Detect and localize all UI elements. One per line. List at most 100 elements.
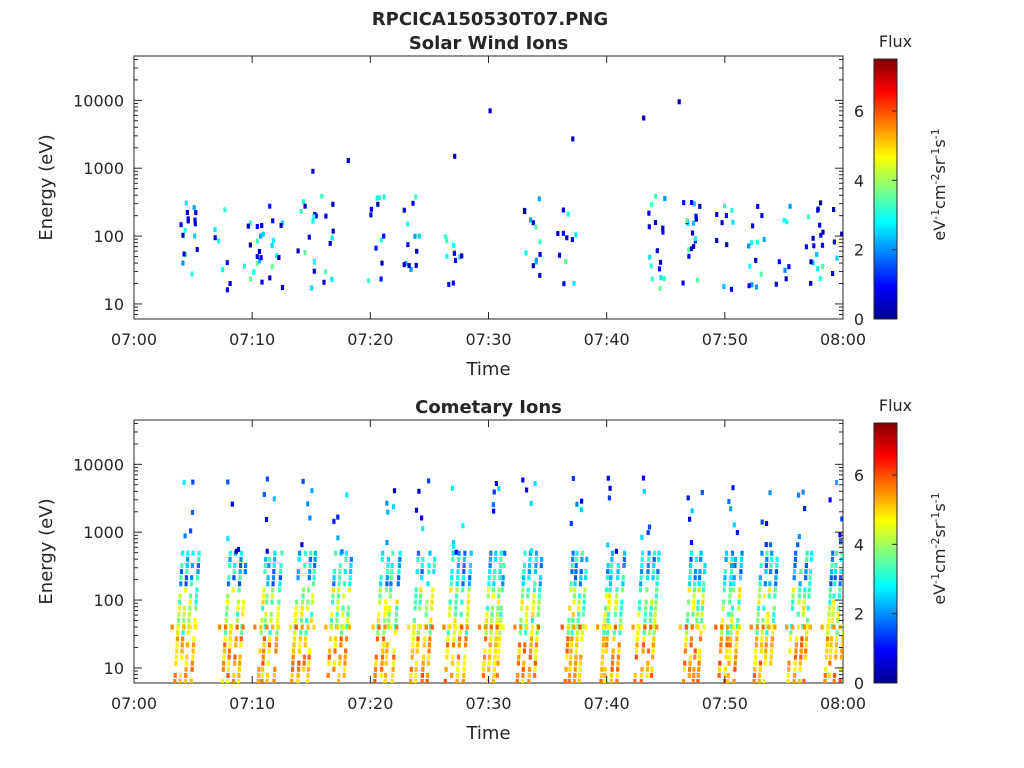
flux-cell	[391, 550, 395, 556]
flux-cell	[656, 569, 660, 575]
flux-cell	[750, 282, 754, 288]
flux-cell	[338, 569, 342, 575]
flux-cell	[573, 587, 577, 593]
flux-cell	[223, 630, 228, 636]
flux-cell	[606, 569, 610, 575]
flux-cell	[740, 556, 744, 562]
flux-cell	[304, 636, 308, 642]
flux-cell	[385, 575, 389, 581]
flux-cell	[519, 617, 523, 623]
flux-cell	[570, 563, 574, 568]
flux-cell	[686, 611, 690, 617]
flux-cell	[699, 556, 703, 562]
flux-cell	[697, 581, 701, 587]
flux-cell	[262, 636, 266, 642]
flux-cell	[481, 672, 485, 678]
flux-cell	[698, 203, 702, 209]
flux-cell	[462, 672, 466, 678]
flux-cell	[765, 630, 769, 636]
flux-cell	[225, 599, 229, 605]
flux-cell	[409, 266, 413, 272]
flux-cell	[416, 636, 420, 642]
flux-cell	[602, 630, 606, 636]
flux-cell	[234, 642, 238, 648]
flux-cell	[426, 581, 430, 587]
flux-cell	[696, 624, 700, 630]
flux-cell	[610, 556, 614, 562]
flux-cell	[696, 599, 700, 605]
colorbar	[873, 422, 898, 684]
flux-cell	[266, 575, 270, 581]
flux-cell	[389, 624, 393, 630]
flux-cell	[737, 593, 741, 599]
flux-cell	[758, 660, 762, 666]
flux-cell	[409, 672, 413, 678]
flux-cell	[840, 550, 843, 556]
flux-cell	[222, 648, 226, 654]
flux-cell	[823, 679, 827, 683]
flux-cell	[735, 630, 739, 636]
flux-cell	[838, 581, 842, 587]
flux-cell	[534, 257, 538, 263]
flux-cell	[533, 660, 537, 666]
flux-cell	[188, 624, 192, 630]
flux-cell	[402, 262, 406, 268]
flux-cell	[488, 556, 492, 562]
flux-cell	[575, 501, 579, 507]
flux-cell	[498, 575, 502, 581]
flux-cell	[829, 648, 833, 654]
flux-cell	[560, 624, 564, 630]
flux-cell	[582, 599, 586, 605]
flux-cell	[603, 672, 607, 678]
flux-cell	[188, 593, 193, 599]
flux-cell	[228, 550, 232, 556]
flux-cell	[611, 654, 615, 660]
flux-cell	[268, 636, 272, 642]
flux-cell	[236, 599, 240, 605]
flux-cell	[195, 587, 199, 593]
flux-cell	[534, 556, 538, 562]
flux-cell	[571, 617, 575, 623]
flux-cell	[604, 648, 608, 654]
flux-cell	[279, 222, 283, 228]
flux-cell	[466, 605, 470, 611]
flux-cell	[803, 506, 807, 511]
flux-cell	[655, 587, 659, 593]
flux-cell	[492, 587, 496, 593]
flux-cell	[764, 636, 769, 642]
flux-cell	[721, 605, 725, 611]
flux-cell	[573, 672, 577, 678]
flux-cell	[612, 630, 616, 636]
flux-cell	[265, 476, 269, 482]
flux-cell	[774, 281, 778, 287]
flux-cell	[265, 624, 269, 630]
flux-cell	[752, 672, 757, 678]
spectrogram	[170, 475, 843, 683]
flux-cell	[257, 672, 261, 678]
flux-cell	[687, 247, 691, 253]
flux-cell	[727, 599, 732, 605]
colorbar	[873, 58, 898, 320]
flux-cell	[379, 581, 383, 587]
flux-cell	[463, 550, 467, 556]
flux-cell	[728, 642, 732, 648]
flux-cell	[301, 587, 305, 593]
colorbar-title: Flux	[879, 396, 912, 415]
flux-cell	[579, 507, 584, 513]
colorbar-unit-label: eV-1cm-2sr-1s-1	[929, 492, 950, 604]
flux-cell	[827, 605, 831, 611]
flux-cell	[607, 495, 611, 501]
flux-cell	[298, 642, 302, 648]
flux-cell	[723, 575, 727, 581]
flux-cell	[634, 654, 638, 660]
flux-cell	[641, 642, 646, 648]
flux-cell	[461, 581, 465, 587]
flux-cell	[452, 636, 456, 642]
flux-cell	[278, 587, 282, 593]
flux-cell	[617, 648, 621, 654]
flux-cell	[698, 648, 702, 654]
flux-cell	[259, 233, 263, 239]
flux-cell	[652, 556, 656, 562]
flux-cell	[825, 648, 829, 654]
flux-cell	[469, 550, 473, 556]
